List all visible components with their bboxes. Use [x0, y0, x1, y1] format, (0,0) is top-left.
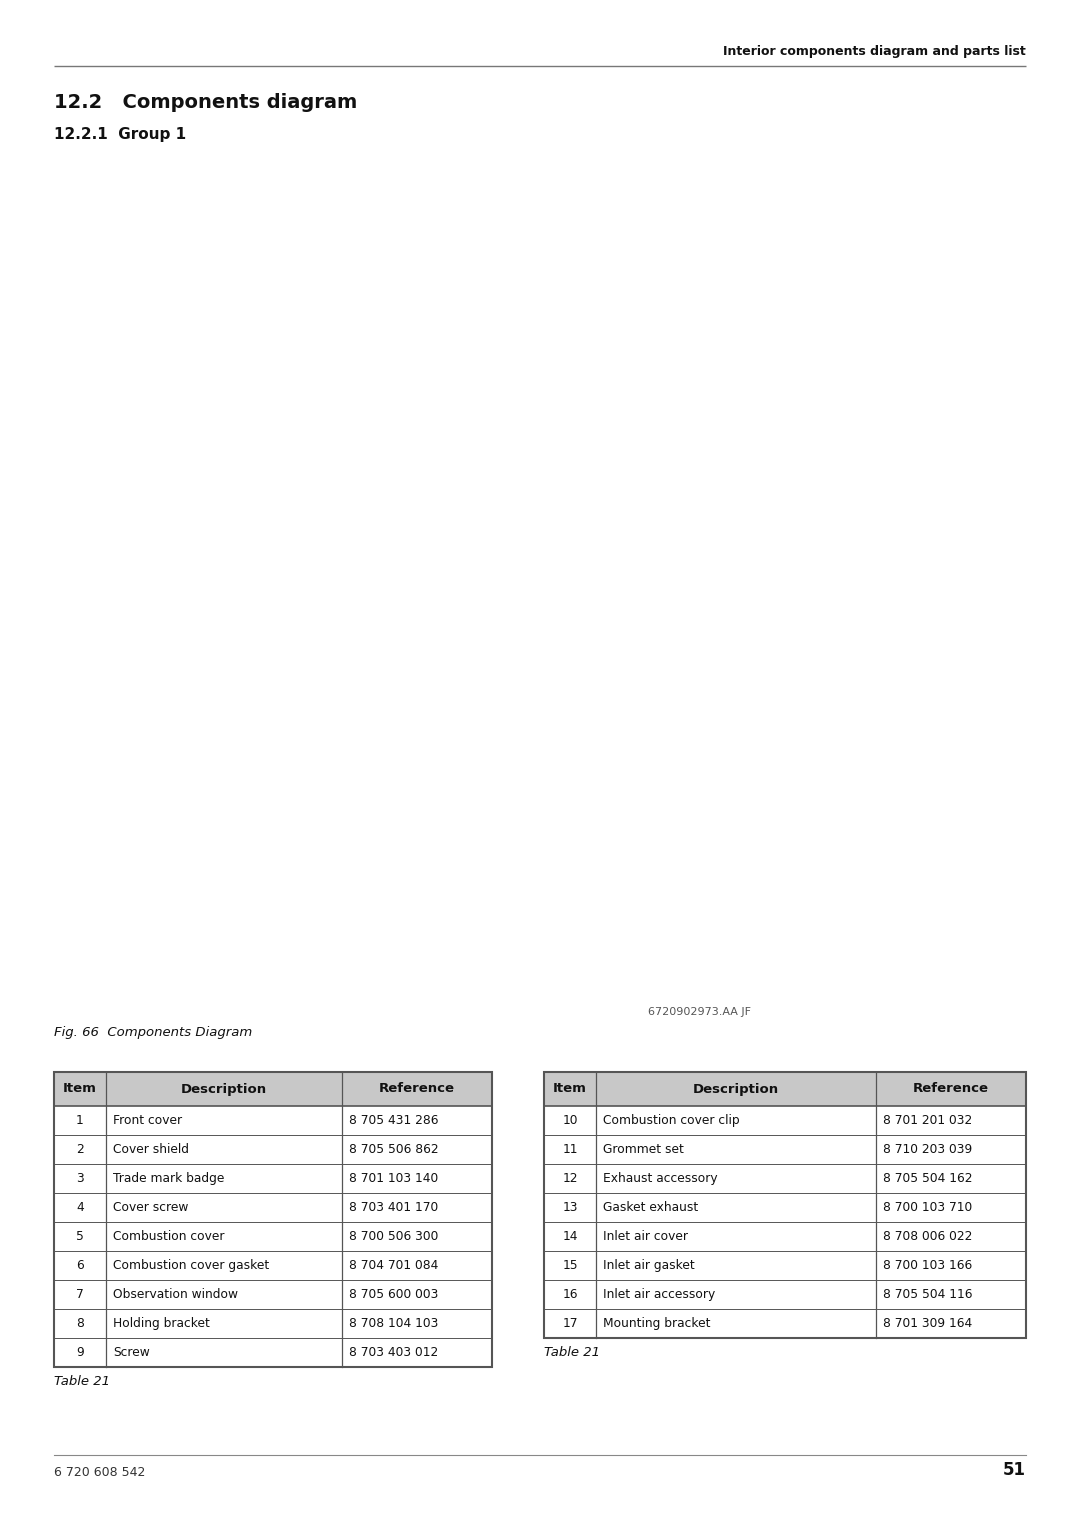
- Text: Item: Item: [63, 1083, 97, 1095]
- Text: 9: 9: [76, 1345, 84, 1359]
- Text: 8 701 201 032: 8 701 201 032: [883, 1115, 972, 1127]
- Text: Combustion cover gasket: Combustion cover gasket: [113, 1258, 269, 1272]
- Text: 8 700 506 300: 8 700 506 300: [349, 1231, 438, 1243]
- Text: Combustion cover clip: Combustion cover clip: [603, 1115, 740, 1127]
- Text: Exhaust accessory: Exhaust accessory: [603, 1173, 717, 1185]
- Text: 12.2.1  Group 1: 12.2.1 Group 1: [54, 127, 186, 142]
- Text: 6: 6: [76, 1258, 84, 1272]
- Text: Description: Description: [693, 1083, 779, 1095]
- Text: 8 700 103 166: 8 700 103 166: [883, 1258, 972, 1272]
- Text: 13: 13: [563, 1202, 578, 1214]
- Text: 8 710 203 039: 8 710 203 039: [883, 1144, 972, 1156]
- Text: 15: 15: [563, 1258, 578, 1272]
- Bar: [54, 173, 1026, 976]
- Text: 10: 10: [563, 1115, 578, 1127]
- Text: Mounting bracket: Mounting bracket: [603, 1316, 711, 1330]
- Text: 8 703 401 170: 8 703 401 170: [349, 1202, 438, 1214]
- Text: 8 701 309 164: 8 701 309 164: [883, 1316, 972, 1330]
- Text: 6720902973.AA JF: 6720902973.AA JF: [648, 1006, 752, 1017]
- Text: Item: Item: [553, 1083, 586, 1095]
- Text: Cover screw: Cover screw: [113, 1202, 188, 1214]
- Bar: [544, 1072, 1026, 1338]
- Text: 51: 51: [1003, 1461, 1026, 1480]
- Text: 8 705 506 862: 8 705 506 862: [349, 1144, 438, 1156]
- Text: 7: 7: [76, 1287, 84, 1301]
- Bar: [544, 1072, 1026, 1338]
- Text: 16: 16: [563, 1287, 578, 1301]
- Text: 8 705 431 286: 8 705 431 286: [349, 1115, 438, 1127]
- Text: Observation window: Observation window: [113, 1287, 238, 1301]
- Text: 12.2   Components diagram: 12.2 Components diagram: [54, 93, 357, 111]
- Text: 8 704 701 084: 8 704 701 084: [349, 1258, 438, 1272]
- Text: Trade mark badge: Trade mark badge: [113, 1173, 225, 1185]
- Text: Inlet air accessory: Inlet air accessory: [603, 1287, 715, 1301]
- Text: 4: 4: [76, 1202, 84, 1214]
- Text: Inlet air gasket: Inlet air gasket: [603, 1258, 694, 1272]
- Text: 14: 14: [563, 1231, 578, 1243]
- Text: Combustion cover: Combustion cover: [113, 1231, 225, 1243]
- Text: Fig. 66  Components Diagram: Fig. 66 Components Diagram: [54, 1026, 253, 1038]
- Text: 8 705 504 162: 8 705 504 162: [883, 1173, 972, 1185]
- Text: 2: 2: [76, 1144, 84, 1156]
- Bar: [54, 1072, 492, 1367]
- Text: 8 705 600 003: 8 705 600 003: [349, 1287, 438, 1301]
- Text: Gasket exhaust: Gasket exhaust: [603, 1202, 699, 1214]
- Text: 8: 8: [76, 1316, 84, 1330]
- Bar: [54, 1072, 492, 1367]
- Text: Reference: Reference: [379, 1083, 455, 1095]
- Text: 8 708 006 022: 8 708 006 022: [883, 1231, 972, 1243]
- Text: 3: 3: [76, 1173, 84, 1185]
- Text: Grommet set: Grommet set: [603, 1144, 684, 1156]
- Text: 6 720 608 542: 6 720 608 542: [54, 1466, 146, 1480]
- Text: Table 21: Table 21: [54, 1374, 110, 1388]
- Text: 8 701 103 140: 8 701 103 140: [349, 1173, 438, 1185]
- Text: 11: 11: [563, 1144, 578, 1156]
- Text: Screw: Screw: [113, 1345, 150, 1359]
- Text: Inlet air cover: Inlet air cover: [603, 1231, 688, 1243]
- Bar: [54, 1072, 492, 1106]
- Text: 8 700 103 710: 8 700 103 710: [883, 1202, 972, 1214]
- Text: 8 703 403 012: 8 703 403 012: [349, 1345, 438, 1359]
- Text: 1: 1: [76, 1115, 84, 1127]
- Text: Holding bracket: Holding bracket: [113, 1316, 210, 1330]
- Text: 12: 12: [563, 1173, 578, 1185]
- Text: Front cover: Front cover: [113, 1115, 183, 1127]
- Text: 5: 5: [76, 1231, 84, 1243]
- Text: Table 21: Table 21: [544, 1345, 600, 1359]
- Text: 8 708 104 103: 8 708 104 103: [349, 1316, 438, 1330]
- Bar: [544, 1072, 1026, 1106]
- Text: Interior components diagram and parts list: Interior components diagram and parts li…: [724, 44, 1026, 58]
- Text: 8 705 504 116: 8 705 504 116: [883, 1287, 972, 1301]
- Text: 17: 17: [563, 1316, 578, 1330]
- Text: Cover shield: Cover shield: [113, 1144, 189, 1156]
- Text: Reference: Reference: [913, 1083, 989, 1095]
- Text: Description: Description: [181, 1083, 267, 1095]
